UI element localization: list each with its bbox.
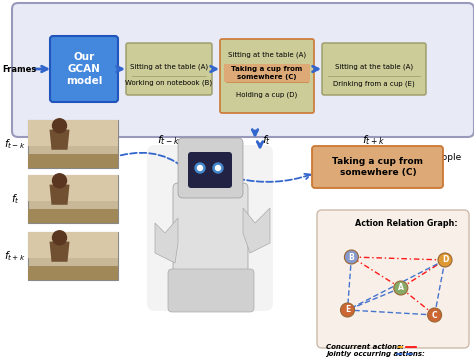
FancyBboxPatch shape xyxy=(322,43,426,95)
Text: A: A xyxy=(398,284,404,293)
FancyBboxPatch shape xyxy=(317,210,469,348)
Text: Holding a cup (D): Holding a cup (D) xyxy=(237,92,298,98)
Circle shape xyxy=(340,303,355,317)
FancyBboxPatch shape xyxy=(147,145,273,311)
Text: Jointly occurring actions:: Jointly occurring actions: xyxy=(326,351,425,357)
Circle shape xyxy=(428,308,442,322)
Text: Taking a cup from
somewhere (C): Taking a cup from somewhere (C) xyxy=(332,156,423,178)
Text: Working on notebook (B): Working on notebook (B) xyxy=(126,80,212,86)
FancyBboxPatch shape xyxy=(220,39,314,113)
FancyBboxPatch shape xyxy=(28,154,118,168)
Circle shape xyxy=(195,163,205,173)
Polygon shape xyxy=(49,242,70,262)
FancyBboxPatch shape xyxy=(224,64,310,82)
Text: E: E xyxy=(345,306,350,314)
FancyBboxPatch shape xyxy=(28,209,118,223)
Text: $f_{t-k}$: $f_{t-k}$ xyxy=(4,137,26,151)
Circle shape xyxy=(345,250,358,264)
FancyBboxPatch shape xyxy=(28,175,118,201)
Text: Frames: Frames xyxy=(2,65,36,73)
FancyBboxPatch shape xyxy=(28,120,118,168)
FancyBboxPatch shape xyxy=(28,266,118,280)
Circle shape xyxy=(53,119,66,133)
FancyBboxPatch shape xyxy=(312,146,443,188)
FancyBboxPatch shape xyxy=(50,36,118,102)
Circle shape xyxy=(216,166,220,171)
Text: D: D xyxy=(442,256,448,265)
Text: Our
GCAN
model: Our GCAN model xyxy=(66,52,102,86)
Text: Concurrent actions:: Concurrent actions: xyxy=(326,344,404,350)
Circle shape xyxy=(198,166,202,171)
Text: What tasks can I help people
in $f_t$ or $f_{t+k}$?: What tasks can I help people in $f_t$ or… xyxy=(330,153,461,179)
FancyBboxPatch shape xyxy=(28,120,118,146)
Text: Drinking from a cup (E): Drinking from a cup (E) xyxy=(333,81,415,87)
Text: Sitting at the table (A): Sitting at the table (A) xyxy=(130,64,208,70)
Text: Sitting at the table (A): Sitting at the table (A) xyxy=(228,52,306,58)
FancyBboxPatch shape xyxy=(28,232,118,258)
Polygon shape xyxy=(49,130,70,150)
FancyBboxPatch shape xyxy=(12,3,474,137)
Text: $f_{t-k}$: $f_{t-k}$ xyxy=(157,133,181,147)
Text: $f_{t+k}$: $f_{t+k}$ xyxy=(362,133,386,147)
Circle shape xyxy=(53,174,66,188)
Polygon shape xyxy=(155,218,178,263)
Text: Taking a cup from
somewhere (C): Taking a cup from somewhere (C) xyxy=(231,66,302,79)
FancyBboxPatch shape xyxy=(28,175,118,223)
FancyBboxPatch shape xyxy=(188,152,232,188)
Text: $f_t$: $f_t$ xyxy=(10,192,19,206)
FancyBboxPatch shape xyxy=(28,232,118,280)
Text: B: B xyxy=(348,253,354,261)
Text: Sitting at the table (A): Sitting at the table (A) xyxy=(335,64,413,70)
Circle shape xyxy=(394,281,408,295)
FancyBboxPatch shape xyxy=(126,43,212,95)
Text: $f_t$: $f_t$ xyxy=(263,133,272,147)
FancyBboxPatch shape xyxy=(178,138,243,198)
Text: Action Relation Graph:: Action Relation Graph: xyxy=(355,219,457,228)
Circle shape xyxy=(213,163,223,173)
Polygon shape xyxy=(49,185,70,205)
Circle shape xyxy=(53,231,66,245)
FancyBboxPatch shape xyxy=(168,269,254,312)
Text: $f_{t+k}$: $f_{t+k}$ xyxy=(4,249,26,263)
Circle shape xyxy=(438,253,452,267)
Text: C: C xyxy=(432,310,438,319)
FancyBboxPatch shape xyxy=(173,183,248,283)
Polygon shape xyxy=(243,208,270,253)
